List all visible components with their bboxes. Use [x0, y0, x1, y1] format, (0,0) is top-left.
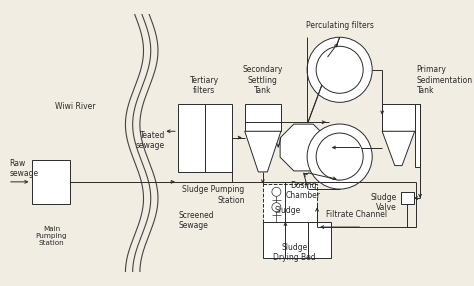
Bar [415, 104, 420, 167]
Bar [382, 104, 415, 131]
Text: Sludge: Sludge [274, 206, 301, 215]
Text: Tertiary
filters: Tertiary filters [190, 76, 219, 95]
Text: Raw
sewage: Raw sewage [10, 159, 39, 178]
Text: Dosing
Chamber: Dosing Chamber [286, 181, 321, 200]
Bar [205, 104, 232, 172]
Text: Screened
Sewage: Screened Sewage [179, 211, 214, 230]
Bar [263, 222, 285, 258]
Bar [245, 104, 281, 131]
Text: Filtrate Channel: Filtrate Channel [326, 210, 387, 219]
Text: Sludge Pumping
Station: Sludge Pumping Station [182, 186, 245, 205]
Bar [308, 222, 331, 258]
Circle shape [272, 187, 281, 196]
Text: Secondary
Settling
Tank: Secondary Settling Tank [243, 65, 283, 95]
Bar [401, 192, 414, 204]
Polygon shape [280, 124, 327, 171]
Bar [263, 184, 317, 224]
Circle shape [272, 203, 281, 212]
Circle shape [316, 133, 363, 180]
Bar [178, 104, 205, 172]
Text: Wiwi River: Wiwi River [55, 102, 95, 111]
Text: Sludge
Drying Bed: Sludge Drying Bed [273, 243, 316, 262]
Circle shape [307, 124, 372, 189]
Text: Sludge
Valve: Sludge Valve [370, 193, 397, 212]
Text: Perculating filters: Perculating filters [306, 21, 374, 30]
Bar [32, 160, 70, 204]
Text: Teated
sewage: Teated sewage [136, 131, 165, 150]
Polygon shape [245, 131, 281, 172]
Text: Primary
Sedimentation
Tank: Primary Sedimentation Tank [417, 65, 473, 95]
Text: Main
Pumping
Station: Main Pumping Station [36, 226, 67, 246]
Bar [285, 222, 308, 258]
Polygon shape [382, 131, 415, 166]
Circle shape [307, 37, 372, 102]
Circle shape [316, 46, 363, 93]
